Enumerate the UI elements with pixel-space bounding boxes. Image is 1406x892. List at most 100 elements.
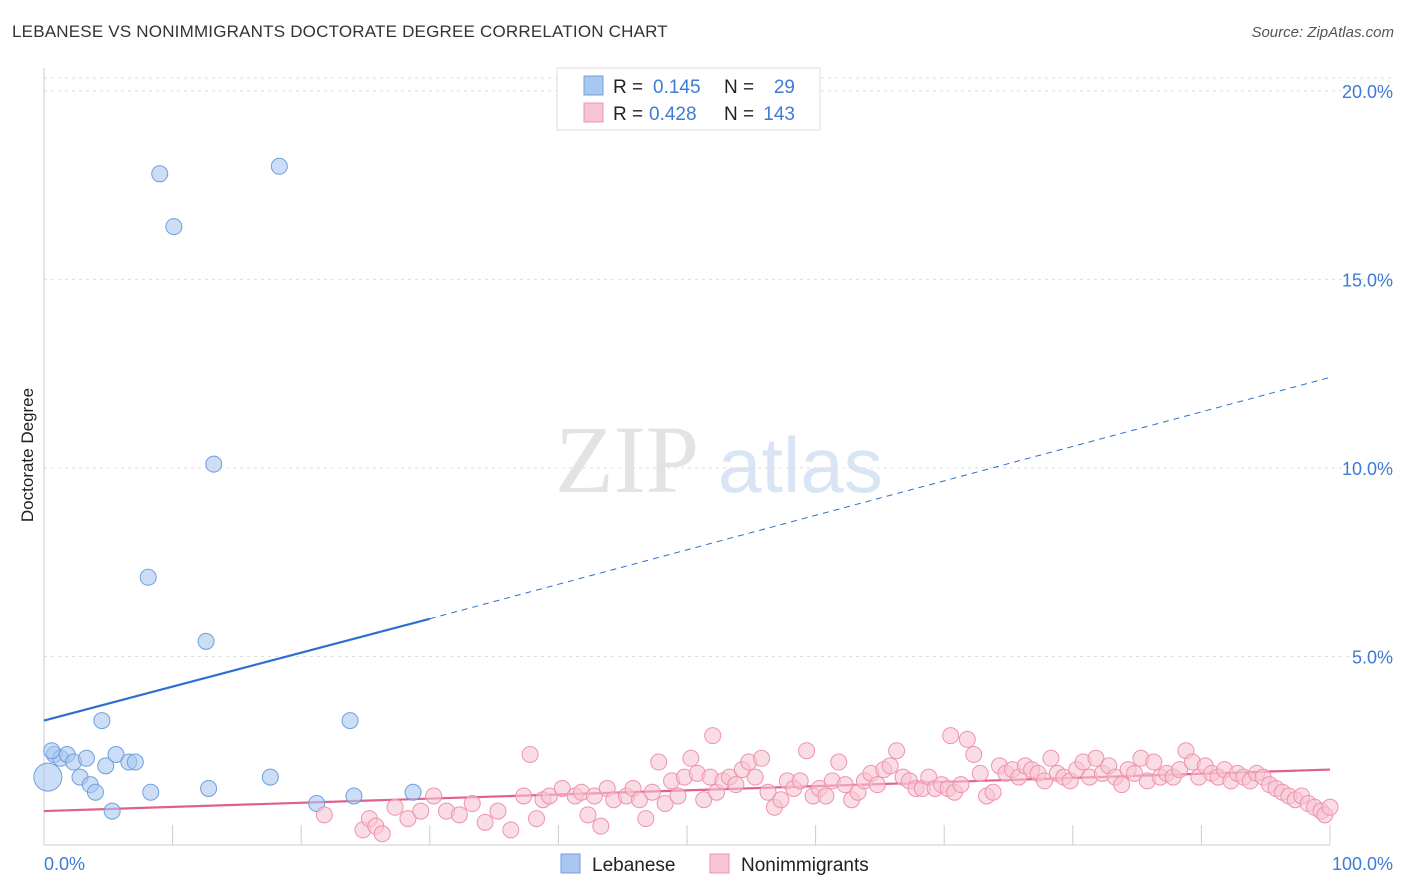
- point-lebanese-23: [270, 157, 288, 175]
- point-lebanese-25: [341, 712, 359, 730]
- x-tick-label-min: 0.0%: [44, 854, 85, 874]
- point-nonimmigrants-49: [753, 749, 771, 767]
- point-nonimmigrants-70: [888, 742, 906, 760]
- legend-n-value-1: 29: [774, 77, 795, 98]
- point-lebanese-10: [97, 757, 115, 775]
- point-nonimmigrants-114: [1171, 761, 1189, 779]
- legend-r-label-1: R =: [613, 77, 643, 98]
- point-lebanese-12: [107, 746, 125, 764]
- point-lebanese-8: [86, 783, 104, 801]
- grid-lines: [44, 77, 1395, 657]
- point-nonimmigrants-20: [553, 779, 571, 797]
- point-lebanese-17: [151, 165, 169, 183]
- point-lebanese-18: [165, 218, 183, 236]
- point-nonimmigrants-7: [412, 802, 430, 820]
- point-lebanese-14: [126, 753, 144, 771]
- point-nonimmigrants-19: [540, 787, 558, 805]
- y-tick-label-2: 15.0%: [1342, 270, 1393, 290]
- point-nonimmigrants-36: [669, 787, 687, 805]
- point-nonimmigrants-33: [650, 753, 668, 771]
- legend-r-value-2: 0.428: [649, 104, 697, 125]
- point-lebanese-22: [261, 768, 279, 786]
- trend-line-lebanese: [43, 617, 431, 722]
- point-nonimmigrants-59: [817, 787, 835, 805]
- point-nonimmigrants-10: [450, 806, 468, 824]
- legend-n-value-2: 143: [763, 104, 795, 125]
- point-nonimmigrants-69: [881, 757, 899, 775]
- point-lebanese-0: [33, 762, 63, 792]
- point-nonimmigrants-101: [1087, 749, 1105, 767]
- point-nonimmigrants-139: [942, 727, 960, 745]
- point-nonimmigrants-25: [592, 817, 610, 835]
- point-nonimmigrants-110: [1145, 753, 1163, 771]
- series-legend-label-nonimmigrants: Nonimmigrants: [741, 855, 869, 876]
- point-nonimmigrants-61: [830, 753, 848, 771]
- point-lebanese-16: [142, 783, 160, 801]
- point-nonimmigrants-48: [746, 768, 764, 786]
- point-nonimmigrants-34: [656, 795, 674, 813]
- point-nonimmigrants-105: [1113, 776, 1131, 794]
- point-nonimmigrants-55: [791, 772, 809, 790]
- point-nonimmigrants-67: [868, 776, 886, 794]
- point-nonimmigrants-23: [579, 806, 597, 824]
- y-tick-label-1: 10.0%: [1342, 459, 1393, 479]
- legend-n-label-1: N =: [724, 77, 754, 98]
- x-tick-label-max: 100.0%: [1332, 854, 1393, 874]
- point-nonimmigrants-0: [315, 806, 333, 824]
- point-nonimmigrants-45: [727, 776, 745, 794]
- point-nonimmigrants-11: [463, 795, 481, 813]
- point-nonimmigrants-94: [1042, 749, 1060, 767]
- point-nonimmigrants-8: [425, 787, 443, 805]
- axes: 5.0% 10.0% 15.0% 20.0%: [43, 68, 1393, 846]
- legend-n-label-2: N =: [724, 104, 754, 125]
- point-nonimmigrants-17: [528, 810, 546, 828]
- point-lebanese-11: [103, 802, 121, 820]
- data-points: [33, 157, 1339, 843]
- legend-swatch-nonimmigrants: [583, 102, 604, 123]
- point-lebanese-27: [404, 783, 422, 801]
- point-nonimmigrants-32: [643, 783, 661, 801]
- point-lebanese-21: [200, 779, 218, 797]
- point-lebanese-20: [205, 455, 223, 473]
- point-nonimmigrants-24: [585, 787, 603, 805]
- point-nonimmigrants-15: [515, 787, 533, 805]
- series-legend-swatch-lebanese: [560, 853, 581, 874]
- point-nonimmigrants-85: [984, 783, 1002, 801]
- point-lebanese-28: [43, 742, 61, 760]
- point-nonimmigrants-56: [798, 742, 816, 760]
- point-nonimmigrants-107: [1126, 764, 1144, 782]
- legend-r-value-1: 0.145: [653, 77, 701, 98]
- point-nonimmigrants-5: [386, 798, 404, 816]
- point-nonimmigrants-82: [965, 746, 983, 764]
- point-nonimmigrants-14: [502, 821, 520, 839]
- series-legend-swatch-nonimmigrants: [709, 853, 730, 874]
- point-lebanese-15: [139, 568, 157, 586]
- series-legend: Lebanese Nonimmigrants: [560, 853, 869, 876]
- point-lebanese-6: [77, 749, 95, 767]
- series-legend-label-lebanese: Lebanese: [592, 855, 675, 876]
- point-nonimmigrants-30: [630, 791, 648, 809]
- point-nonimmigrants-16: [521, 746, 539, 764]
- point-nonimmigrants-52: [772, 791, 790, 809]
- point-nonimmigrants-138: [1321, 798, 1339, 816]
- point-nonimmigrants-6: [399, 810, 417, 828]
- point-nonimmigrants-83: [971, 764, 989, 782]
- point-lebanese-9: [93, 712, 111, 730]
- point-nonimmigrants-13: [489, 802, 507, 820]
- legend-r-label-2: R =: [613, 104, 643, 125]
- point-nonimmigrants-31: [637, 810, 655, 828]
- point-nonimmigrants-62: [836, 776, 854, 794]
- trend-line-lebanese-extension: [429, 376, 1331, 620]
- point-lebanese-19: [197, 632, 215, 650]
- watermark-zip: ZIP: [555, 406, 699, 513]
- y-axis-label: Doctorate Degree: [18, 388, 37, 522]
- legend-swatch-lebanese: [583, 75, 604, 96]
- point-nonimmigrants-12: [476, 813, 494, 831]
- point-nonimmigrants-81: [958, 730, 976, 748]
- point-nonimmigrants-93: [1036, 772, 1054, 790]
- y-tick-label-3: 20.0%: [1342, 82, 1393, 102]
- y-tick-label-0: 5.0%: [1352, 647, 1393, 667]
- watermark-atlas: atlas: [718, 421, 883, 509]
- chart-source: Source: ZipAtlas.com: [1251, 24, 1394, 41]
